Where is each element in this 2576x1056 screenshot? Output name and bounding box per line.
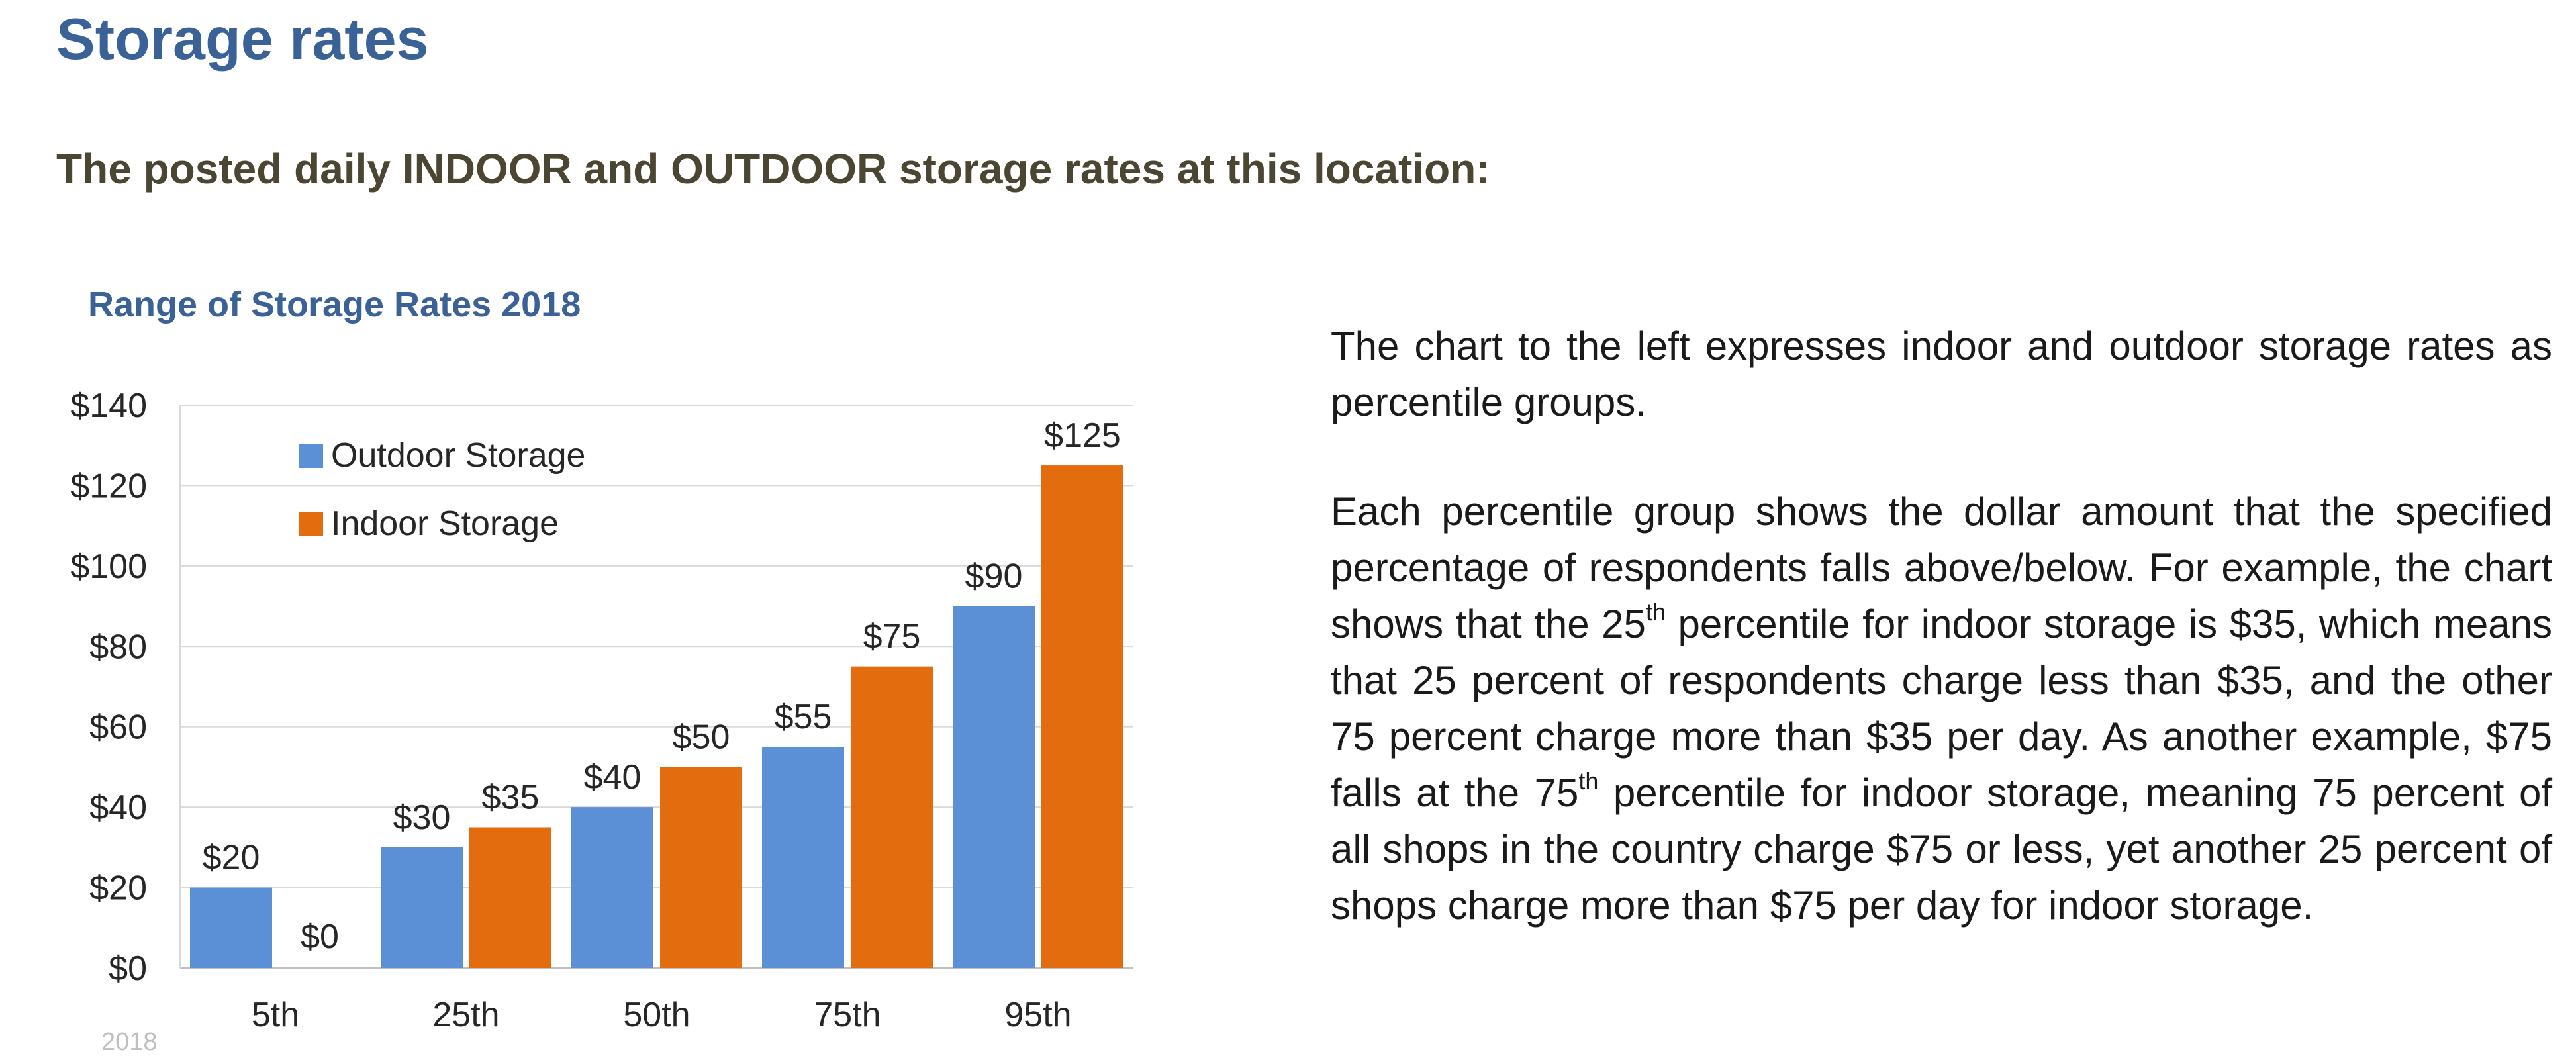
y-axis: $0 $20 $40 $60 $80 $100 $120 $140 [70,387,181,988]
description-paragraph-2: Each percentile group shows the dollar a… [1331,483,2552,934]
x-tick-label: 25th [432,996,499,1034]
bar-outdoor-storage-75th [762,747,844,968]
bars [190,465,1123,968]
data-label: $0 [301,918,339,956]
chart-description: The chart to the left expresses indoor a… [1331,318,2552,934]
bar-indoor-storage-95th [1041,465,1123,968]
chart-title: Range of Storage Rates 2018 [88,285,581,324]
description-paragraph-1: The chart to the left expresses indoor a… [1331,324,2552,424]
x-axis: 5th 25th 50th 75th 95th [252,996,1072,1034]
bar-outdoor-storage-5th [190,887,272,968]
y-tick-label: $20 [89,869,147,908]
y-tick-label: $0 [109,949,147,988]
data-label: $35 [482,779,540,817]
description-text: Each percentile group shows the dollar a… [1331,489,2552,646]
y-tick-label: $100 [70,548,147,586]
bar-indoor-storage-75th [851,666,933,968]
data-label: $90 [965,557,1023,596]
x-tick-label: 50th [623,996,690,1034]
x-tick-label: 75th [814,996,881,1034]
bar-indoor-storage-25th [469,827,551,968]
legend-swatch [299,512,323,536]
footer-year: 2018 [101,1028,158,1056]
page-subtitle: The posted daily INDOOR and OUTDOOR stor… [56,145,1490,193]
page-title: Storage rates [56,6,429,72]
data-label: $75 [863,618,921,656]
legend-label: Indoor Storage [331,504,559,543]
y-tick-label: $80 [89,628,147,666]
y-tick-label: $40 [89,789,147,827]
x-tick-label: 5th [252,996,299,1034]
legend: Outdoor Storage Indoor Storage [299,436,585,543]
legend-label: Outdoor Storage [331,436,585,475]
ordinal-suffix: th [1578,767,1599,794]
x-tick-label: 95th [1004,996,1071,1034]
legend-swatch [299,444,323,468]
data-label: $125 [1044,416,1121,455]
description-text: percentile for indoor storage is $35, wh… [1331,602,2553,815]
storage-rates-chart: Range of Storage Rates 2018 $0$20$40$60$… [70,285,1133,1056]
data-label: $40 [584,758,642,796]
bar-outdoor-storage-50th [571,807,653,968]
data-labels: $20 $0 $30 $35 $40 $50 $55 $75 $90 $125 [203,416,1121,956]
y-tick-label: $140 [70,387,147,425]
y-tick-label: $60 [89,708,147,747]
bar-outdoor-storage-95th [953,606,1035,968]
ordinal-suffix: th [1645,599,1666,626]
description-text: percentile for indoor storage, meaning 7… [1331,771,2552,928]
data-label: $55 [775,698,832,736]
bar-indoor-storage-50th [660,767,742,968]
data-label: $50 [673,718,730,756]
data-label: $30 [393,798,451,837]
bar-outdoor-storage-25th [381,847,463,968]
y-tick-label: $120 [70,467,147,505]
data-label: $20 [203,839,260,877]
